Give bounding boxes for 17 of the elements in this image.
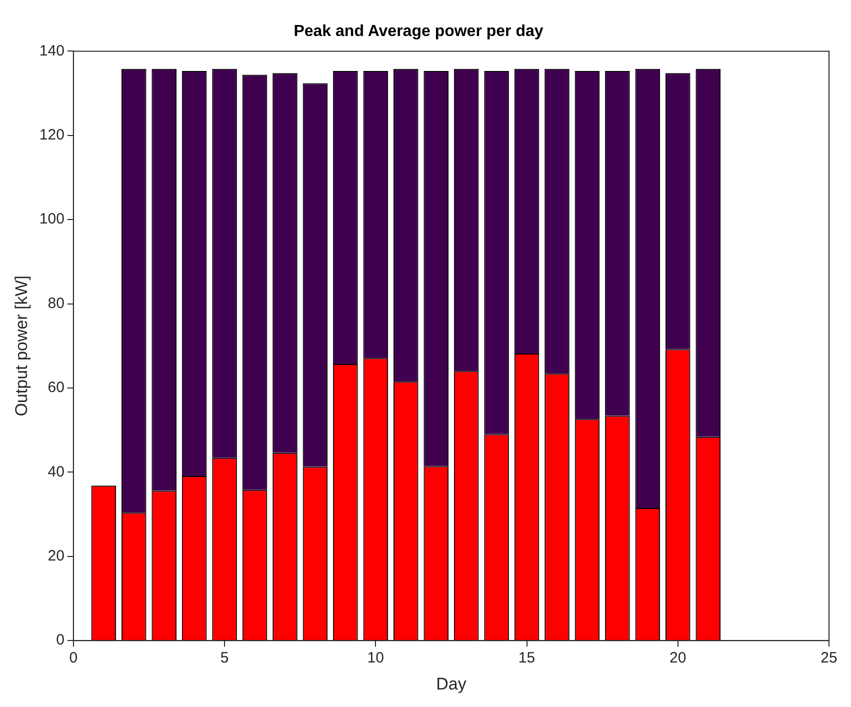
x-tick-label: 20 — [670, 650, 686, 667]
y-tick-label: 80 — [48, 294, 64, 312]
y-tick-label: 20 — [48, 548, 64, 565]
x-tick-label: 0 — [69, 650, 78, 667]
y-axis-title: Output power [kW] — [12, 276, 31, 416]
chart-title: Peak and Average power per day — [294, 23, 544, 40]
y-tick-label: 140 — [39, 42, 64, 60]
x-tick-label: 25 — [820, 650, 838, 667]
y-tick-label: 40 — [48, 463, 64, 480]
y-tick-label: 120 — [39, 126, 64, 144]
x-tick-label: 15 — [518, 650, 536, 667]
y-tick-label: 100 — [39, 210, 64, 228]
x-tick-label: 10 — [367, 650, 384, 667]
x-tick-label: 5 — [220, 650, 229, 667]
y-tick-label: 60 — [48, 379, 64, 396]
y-tick-label: 0 — [56, 632, 64, 649]
x-axis-title: Day — [436, 674, 467, 694]
